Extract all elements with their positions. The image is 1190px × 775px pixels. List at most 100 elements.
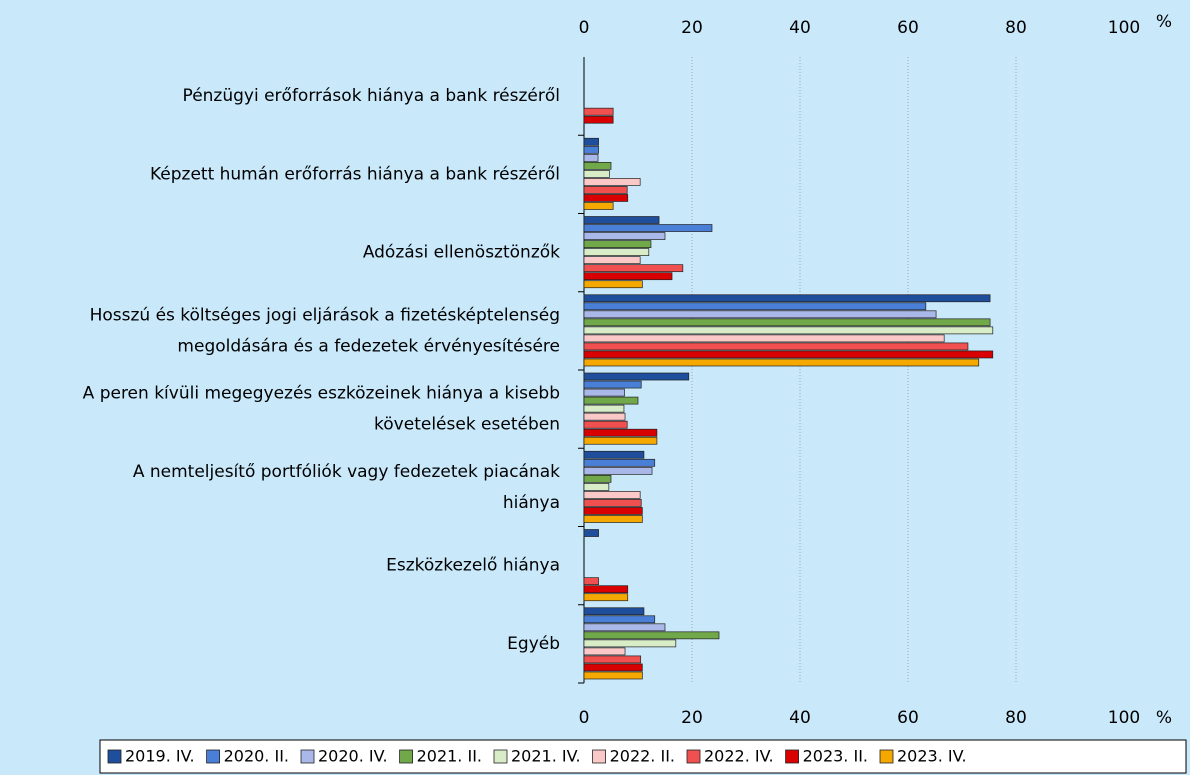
bar bbox=[583, 593, 629, 602]
bar bbox=[583, 466, 653, 475]
bar bbox=[583, 137, 599, 146]
legend-label: 2019. IV. bbox=[125, 747, 195, 766]
bar bbox=[583, 585, 629, 594]
y-tick-label-line: Hosszú és költséges jogi eljárások a fiz… bbox=[90, 305, 560, 325]
legend-swatch bbox=[399, 749, 413, 764]
bar bbox=[583, 631, 720, 640]
bar bbox=[583, 310, 937, 319]
y-tick-label-line: követelések esetében bbox=[374, 415, 560, 435]
bar bbox=[583, 216, 660, 224]
y-tick-label-line: Adózási ellenösztönzők bbox=[363, 243, 560, 263]
bar bbox=[583, 412, 626, 421]
y-tick-label: Képzett humán erőforrás hiánya a bank ré… bbox=[150, 164, 560, 184]
bar bbox=[583, 372, 690, 381]
y-tick-label: Egyéb bbox=[507, 634, 560, 654]
bar bbox=[583, 161, 612, 170]
x-tick-label-bottom: 0 bbox=[579, 708, 590, 728]
y-tick-label-line: hiánya bbox=[503, 493, 560, 513]
bar bbox=[583, 145, 599, 154]
legend-label: 2023. IV. bbox=[897, 747, 967, 766]
bar bbox=[583, 499, 642, 507]
legend-swatch bbox=[493, 749, 508, 764]
bar bbox=[583, 256, 641, 265]
y-tick-label: Hosszú és költséges jogi eljárások a fiz… bbox=[90, 305, 560, 356]
bar bbox=[583, 240, 652, 248]
x-unit-top: % bbox=[1156, 12, 1172, 32]
bar bbox=[583, 663, 643, 672]
legend-label: 2022. II. bbox=[610, 747, 675, 766]
bar bbox=[583, 264, 684, 273]
bar bbox=[583, 420, 628, 429]
legend-label: 2022. IV. bbox=[704, 747, 774, 766]
legend-swatch bbox=[300, 749, 315, 764]
bar bbox=[583, 615, 656, 624]
bar bbox=[583, 647, 626, 656]
bar bbox=[583, 491, 641, 499]
legend-swatch bbox=[785, 749, 799, 764]
bar bbox=[583, 326, 994, 335]
legend-label: 2020. II. bbox=[224, 747, 289, 766]
y-tick-label-line: A peren kívüli megegyezés eszközeinek hi… bbox=[83, 384, 560, 404]
bar bbox=[583, 232, 666, 240]
bar bbox=[583, 404, 625, 413]
x-tick-label-top: 0 bbox=[579, 18, 590, 38]
bar bbox=[583, 655, 642, 664]
x-tick-label-top: 40 bbox=[789, 18, 811, 38]
x-tick-label-bottom: 40 bbox=[789, 708, 811, 728]
x-tick-label-top: 60 bbox=[897, 18, 919, 38]
bar bbox=[583, 388, 625, 397]
legend-label: 2023. II. bbox=[803, 747, 868, 766]
x-tick-label-top: 80 bbox=[1005, 18, 1027, 38]
bar bbox=[583, 318, 991, 327]
bar bbox=[583, 380, 642, 389]
bar bbox=[583, 178, 641, 186]
y-tick-label-line: Képzett humán erőforrás hiánya a bank ré… bbox=[150, 164, 560, 184]
x-unit-bottom: % bbox=[1156, 708, 1172, 728]
bar bbox=[583, 224, 713, 232]
x-tick-label-bottom: 20 bbox=[681, 708, 703, 728]
bar bbox=[583, 350, 994, 359]
bar bbox=[583, 194, 629, 202]
y-tick-label: Adózási ellenösztönzők bbox=[363, 243, 560, 263]
bar bbox=[583, 294, 991, 303]
bar bbox=[583, 639, 677, 648]
bar bbox=[583, 170, 610, 178]
x-tick-label-bottom: 100 bbox=[1108, 708, 1140, 728]
legend-swatch bbox=[879, 749, 894, 764]
legend-label: 2021. IV. bbox=[511, 747, 581, 766]
bar bbox=[583, 577, 599, 586]
bar bbox=[583, 302, 927, 311]
bar bbox=[583, 202, 614, 210]
bar bbox=[583, 529, 599, 537]
bar bbox=[583, 396, 639, 405]
bar bbox=[583, 115, 614, 124]
legend-label: 2020. IV. bbox=[318, 747, 388, 766]
bar bbox=[583, 428, 658, 437]
bar bbox=[583, 458, 656, 467]
bar bbox=[583, 483, 610, 491]
bar bbox=[583, 186, 628, 194]
bar bbox=[583, 436, 658, 445]
y-tick-label: A nemteljesítő portfóliók vagy fedezetek… bbox=[133, 462, 560, 513]
y-tick-label: Pénzügyi erőforrások hiánya a bank részé… bbox=[183, 86, 560, 106]
bar bbox=[583, 671, 643, 680]
bar bbox=[583, 607, 645, 616]
bar bbox=[583, 153, 599, 162]
legend-box bbox=[99, 739, 1187, 774]
y-tick-label-line: Egyéb bbox=[507, 634, 560, 654]
bar bbox=[583, 474, 612, 483]
bar bbox=[583, 358, 980, 367]
x-tick-label-top: 20 bbox=[681, 18, 703, 38]
legend-swatch bbox=[686, 749, 701, 764]
bar bbox=[583, 107, 614, 116]
y-tick-label: A peren kívüli megegyezés eszközeinek hi… bbox=[83, 384, 560, 435]
bar bbox=[583, 334, 945, 343]
x-tick-label-bottom: 60 bbox=[897, 708, 919, 728]
bar bbox=[583, 450, 645, 459]
bar bbox=[583, 272, 673, 281]
bar bbox=[583, 342, 969, 351]
y-tick-label-line: megoldására és a fedezetek érvényesítésé… bbox=[177, 336, 560, 356]
legend-label: 2021. II. bbox=[417, 747, 482, 766]
y-tick-label-line: Pénzügyi erőforrások hiánya a bank részé… bbox=[183, 86, 560, 106]
